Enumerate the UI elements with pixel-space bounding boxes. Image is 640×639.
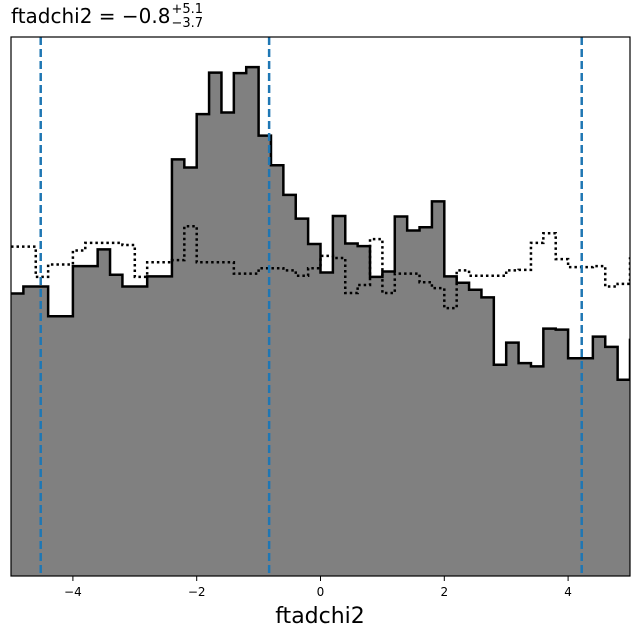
posterior-bar — [147, 276, 161, 576]
plot-area — [11, 37, 640, 576]
posterior-outline — [11, 65, 630, 382]
posterior-bar — [506, 342, 520, 576]
posterior-bar — [283, 194, 297, 576]
posterior-bar — [85, 266, 99, 576]
posterior-bar — [221, 112, 235, 576]
posterior-bar — [110, 274, 124, 576]
posterior-bar — [35, 286, 49, 576]
posterior-bar — [518, 363, 532, 576]
posterior-bar — [246, 67, 260, 576]
posterior-bar — [60, 316, 74, 576]
title-param: ftadchi2 — [11, 4, 92, 28]
prior-outline — [11, 224, 630, 310]
posterior-bar — [592, 336, 606, 576]
posterior-bar — [605, 346, 619, 576]
posterior-bar — [493, 364, 507, 576]
posterior-bar — [23, 286, 37, 576]
posterior-bar — [270, 165, 284, 576]
posterior-bar — [407, 230, 421, 576]
posterior-bar — [11, 293, 24, 576]
posterior-bar — [171, 159, 185, 576]
x-tick-label: 0 — [317, 585, 325, 599]
x-axis-ticks: −4 −2 0 2 4 — [64, 576, 572, 599]
posterior-bar — [159, 276, 173, 576]
title-upper: +5.1 — [172, 2, 204, 17]
x-tick-label: 4 — [564, 585, 572, 599]
posterior-bar — [295, 218, 309, 576]
quantile-lines — [39, 37, 583, 576]
posterior-bar — [370, 276, 383, 576]
title-lower: −3.7 — [172, 16, 204, 31]
posterior-bar — [481, 297, 495, 576]
posterior-bar — [345, 243, 359, 576]
posterior-bar — [72, 266, 86, 576]
posterior-bar — [419, 227, 433, 576]
posterior-bar — [48, 316, 62, 576]
posterior-bar — [209, 72, 223, 576]
posterior-bar — [568, 358, 582, 576]
x-tick-label: 2 — [440, 585, 448, 599]
posterior-bar — [530, 366, 544, 576]
x-tick-label: −4 — [64, 585, 82, 599]
posterior-bar — [394, 216, 408, 576]
posterior-bar — [320, 272, 334, 576]
posterior-bar — [233, 73, 247, 576]
posterior-bar — [555, 329, 569, 576]
posterior-bar — [469, 289, 483, 576]
posterior-bar — [122, 286, 136, 576]
posterior-bar — [543, 328, 557, 576]
title-value: −0.8 — [122, 4, 171, 28]
posterior-bar — [357, 246, 371, 576]
posterior-bar — [196, 114, 210, 576]
posterior-bar — [184, 167, 198, 576]
chart-title: ftadchi2 = −0.8 — [11, 4, 171, 28]
posterior-bar — [456, 282, 470, 576]
posterior-bar — [630, 340, 640, 576]
posterior-bar — [332, 215, 346, 576]
x-tick-label: −2 — [188, 585, 206, 599]
posterior-bar — [617, 379, 630, 576]
posterior-bar — [431, 201, 445, 576]
posterior-bar — [580, 358, 594, 576]
posterior-bar — [444, 276, 458, 576]
posterior-histogram — [11, 67, 640, 576]
posterior-bar — [382, 271, 396, 576]
posterior-bar — [134, 286, 148, 576]
posterior-bar — [308, 243, 322, 576]
posterior-bar — [97, 249, 111, 576]
x-axis-label: ftadchi2 — [275, 604, 365, 629]
